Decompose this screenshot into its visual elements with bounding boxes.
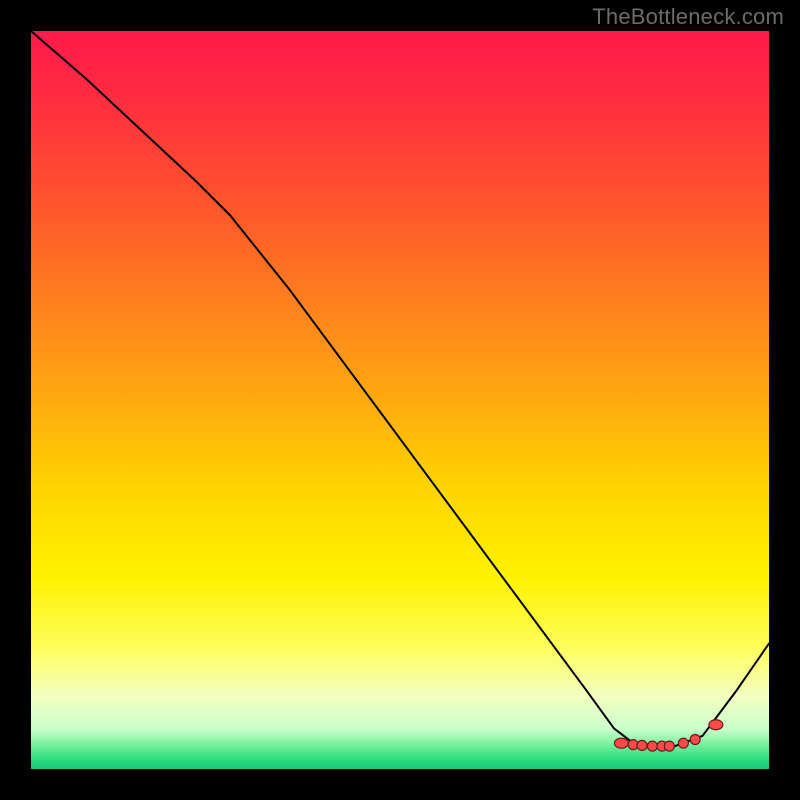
data-marker (709, 720, 723, 730)
data-marker (637, 740, 647, 750)
data-marker (690, 734, 700, 744)
data-marker (678, 738, 688, 748)
watermark-text: TheBottleneck.com (592, 4, 784, 30)
data-marker (664, 741, 674, 751)
plot-area (31, 31, 769, 769)
data-marker (614, 738, 628, 748)
chart-frame: TheBottleneck.com (0, 0, 800, 800)
chart-svg (31, 31, 769, 769)
data-marker (647, 741, 657, 751)
gradient-background (31, 31, 769, 769)
